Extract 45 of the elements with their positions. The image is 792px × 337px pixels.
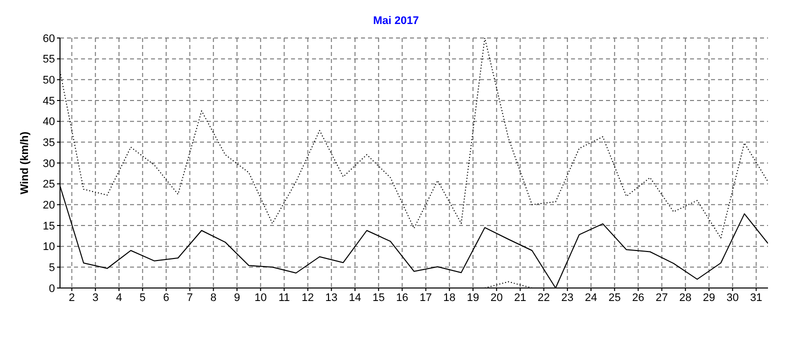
x-tick-label: 24 — [584, 292, 598, 304]
x-tick-label: 23 — [561, 292, 574, 304]
y-tick-label: 50 — [42, 74, 55, 87]
x-tick-label: 20 — [490, 292, 503, 304]
y-tick-label: 35 — [42, 137, 55, 150]
y-tick-label: 40 — [42, 116, 55, 128]
x-tick-label: 13 — [325, 292, 338, 304]
x-tick-label: 5 — [140, 292, 146, 304]
x-tick-label: 25 — [608, 292, 621, 304]
y-tick-label: 55 — [42, 54, 55, 66]
x-tick-label: 7 — [186, 292, 193, 304]
x-tick-label: 18 — [443, 292, 456, 304]
x-tick-label: 3 — [92, 292, 98, 304]
x-tick-label: 4 — [116, 292, 122, 304]
x-tick-label: 30 — [726, 292, 739, 304]
x-tick-label: 15 — [372, 292, 385, 304]
y-tick-label: 60 — [42, 32, 55, 45]
x-tick-label: 12 — [302, 292, 314, 304]
x-tick-label: 14 — [348, 292, 362, 304]
x-tick-label: 10 — [254, 292, 267, 304]
x-tick-label: 16 — [396, 292, 408, 304]
x-tick-label: 11 — [278, 292, 290, 304]
x-tick-label: 6 — [163, 292, 170, 304]
y-tick-label: 45 — [42, 95, 55, 108]
x-tick-label: 29 — [702, 292, 716, 304]
y-axis-title: Wind (km/h) — [18, 131, 31, 194]
y-tick-label: 10 — [42, 241, 55, 254]
y-tick-label: 30 — [42, 158, 55, 170]
y-tick-label: 15 — [42, 220, 55, 232]
y-tick-label: 25 — [42, 178, 55, 191]
x-tick-label: 22 — [538, 292, 550, 304]
x-tick-label: 2 — [68, 292, 75, 304]
x-tick-label: 27 — [656, 292, 668, 304]
y-tick-label: 20 — [42, 200, 55, 212]
x-tick-label: 31 — [750, 292, 762, 304]
x-tick-label: 19 — [466, 292, 480, 304]
chart-title: Mai 2017 — [372, 15, 420, 27]
y-tick-label: 0 — [48, 282, 55, 295]
x-tick-label: 26 — [632, 292, 644, 304]
x-tick-label: 21 — [514, 292, 526, 304]
x-tick-label: 9 — [234, 292, 240, 304]
x-tick-label: 28 — [679, 292, 692, 304]
y-tick-label: 5 — [48, 262, 55, 274]
x-tick-label: 8 — [210, 292, 216, 304]
x-tick-label: 17 — [420, 292, 432, 304]
